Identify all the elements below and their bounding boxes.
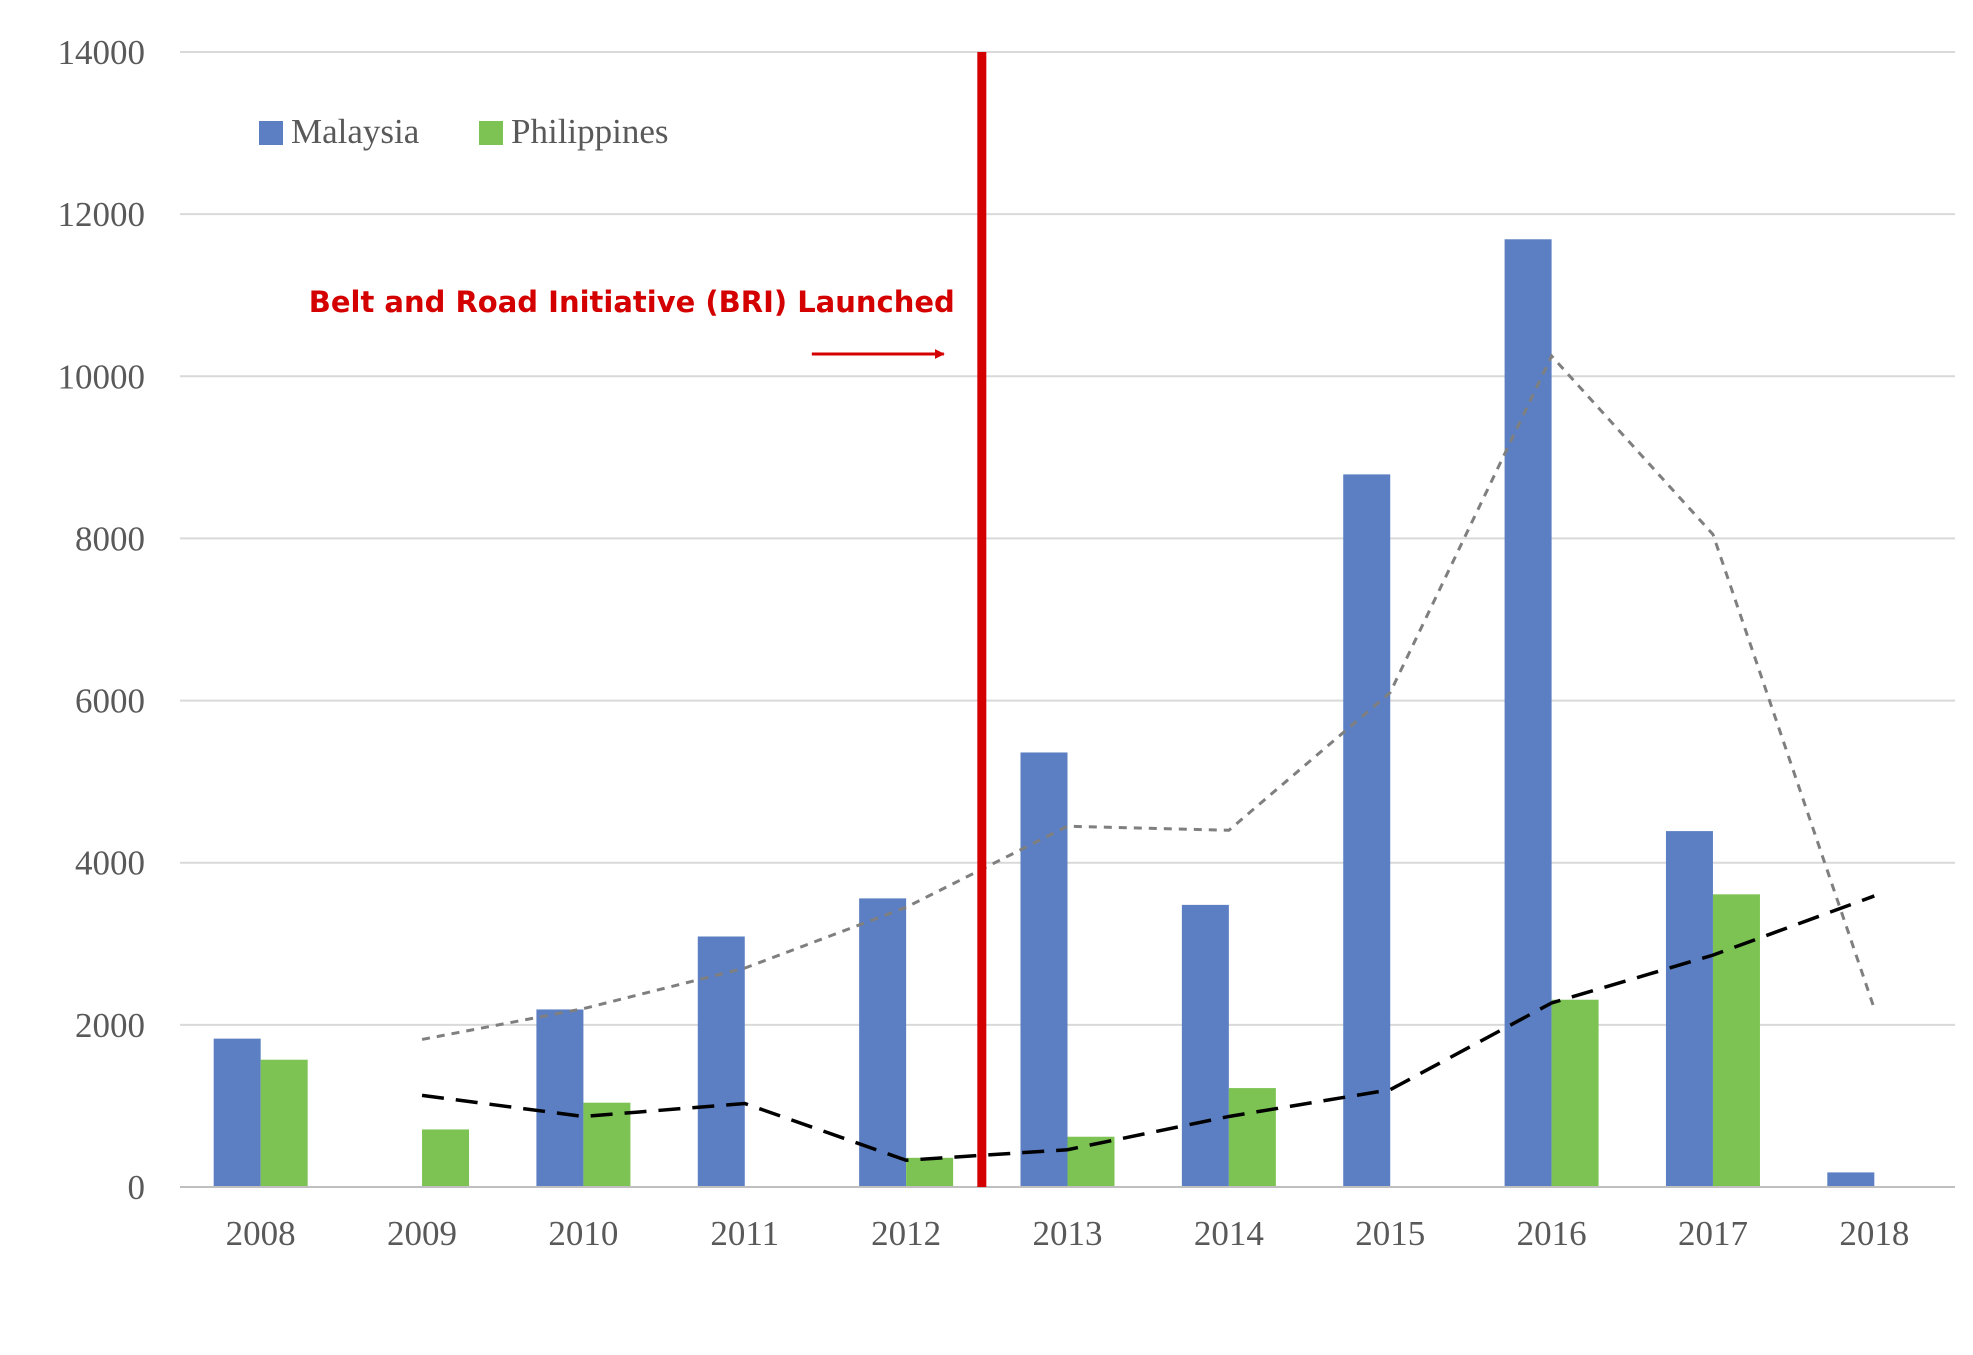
y-tick-label: 4000 (75, 844, 145, 883)
bar-philippines-2012 (906, 1157, 954, 1187)
bar-malaysia-2008 (213, 1038, 261, 1187)
bars (213, 239, 1875, 1187)
y-tick-label: 8000 (75, 519, 145, 558)
trendlines (421, 353, 1876, 1163)
y-tick-label: 12000 (58, 195, 146, 234)
y-tick-label: 14000 (58, 33, 146, 72)
legend-label-philippines: Philippines (511, 112, 669, 151)
bri-annotation: Belt and Road Initiative (BRI) Launched (309, 52, 987, 1187)
y-tick-label: 10000 (58, 357, 146, 396)
bar-malaysia-2013 (1020, 752, 1068, 1187)
bar-malaysia-2010 (536, 1009, 584, 1187)
bar-malaysia-2016 (1504, 239, 1552, 1187)
bar-philippines-2009 (422, 1129, 470, 1187)
bar-philippines-2017 (1712, 894, 1760, 1187)
x-tick-label: 2018 (1839, 1214, 1909, 1253)
x-tick-label: 2009 (387, 1214, 457, 1253)
x-tick-label: 2008 (226, 1214, 296, 1253)
x-tick-label: 2014 (1194, 1214, 1264, 1253)
trendline-dotted (421, 353, 1876, 1041)
gridlines (180, 51, 1955, 1026)
bar-philippines-2014 (1228, 1088, 1276, 1187)
y-tick-label: 0 (128, 1168, 146, 1207)
bar-malaysia-2014 (1181, 904, 1229, 1187)
bar-philippines-2008 (260, 1059, 308, 1187)
legend-swatch-philippines (479, 121, 503, 145)
y-tick-label: 2000 (75, 1006, 145, 1045)
legend-swatch-malaysia (259, 121, 283, 145)
x-tick-label: 2012 (871, 1214, 941, 1253)
y-tick-label: 6000 (75, 682, 145, 721)
bar-malaysia-2017 (1665, 831, 1713, 1187)
bar-philippines-2016 (1551, 999, 1599, 1187)
x-tick-label: 2010 (548, 1214, 618, 1253)
x-tick-label: 2016 (1517, 1214, 1587, 1253)
x-tick-label: 2015 (1355, 1214, 1425, 1253)
bri-annotation-text: Belt and Road Initiative (BRI) Launched (309, 285, 955, 319)
x-tick-label: 2011 (710, 1214, 779, 1253)
x-tick-label: 2017 (1678, 1214, 1748, 1253)
legend: Malaysia Philippines (259, 112, 669, 151)
bar-malaysia-2012 (859, 898, 907, 1187)
bar-malaysia-2015 (1343, 474, 1391, 1187)
axes: 0 2000 4000 6000 8000 10000 12000 14000 2008 2009… (58, 33, 1955, 1253)
x-tick-label: 2013 (1033, 1214, 1103, 1253)
trendline-dashed (421, 894, 1875, 1163)
legend-label-malaysia: Malaysia (291, 112, 420, 151)
bar-malaysia-2018 (1827, 1172, 1875, 1187)
